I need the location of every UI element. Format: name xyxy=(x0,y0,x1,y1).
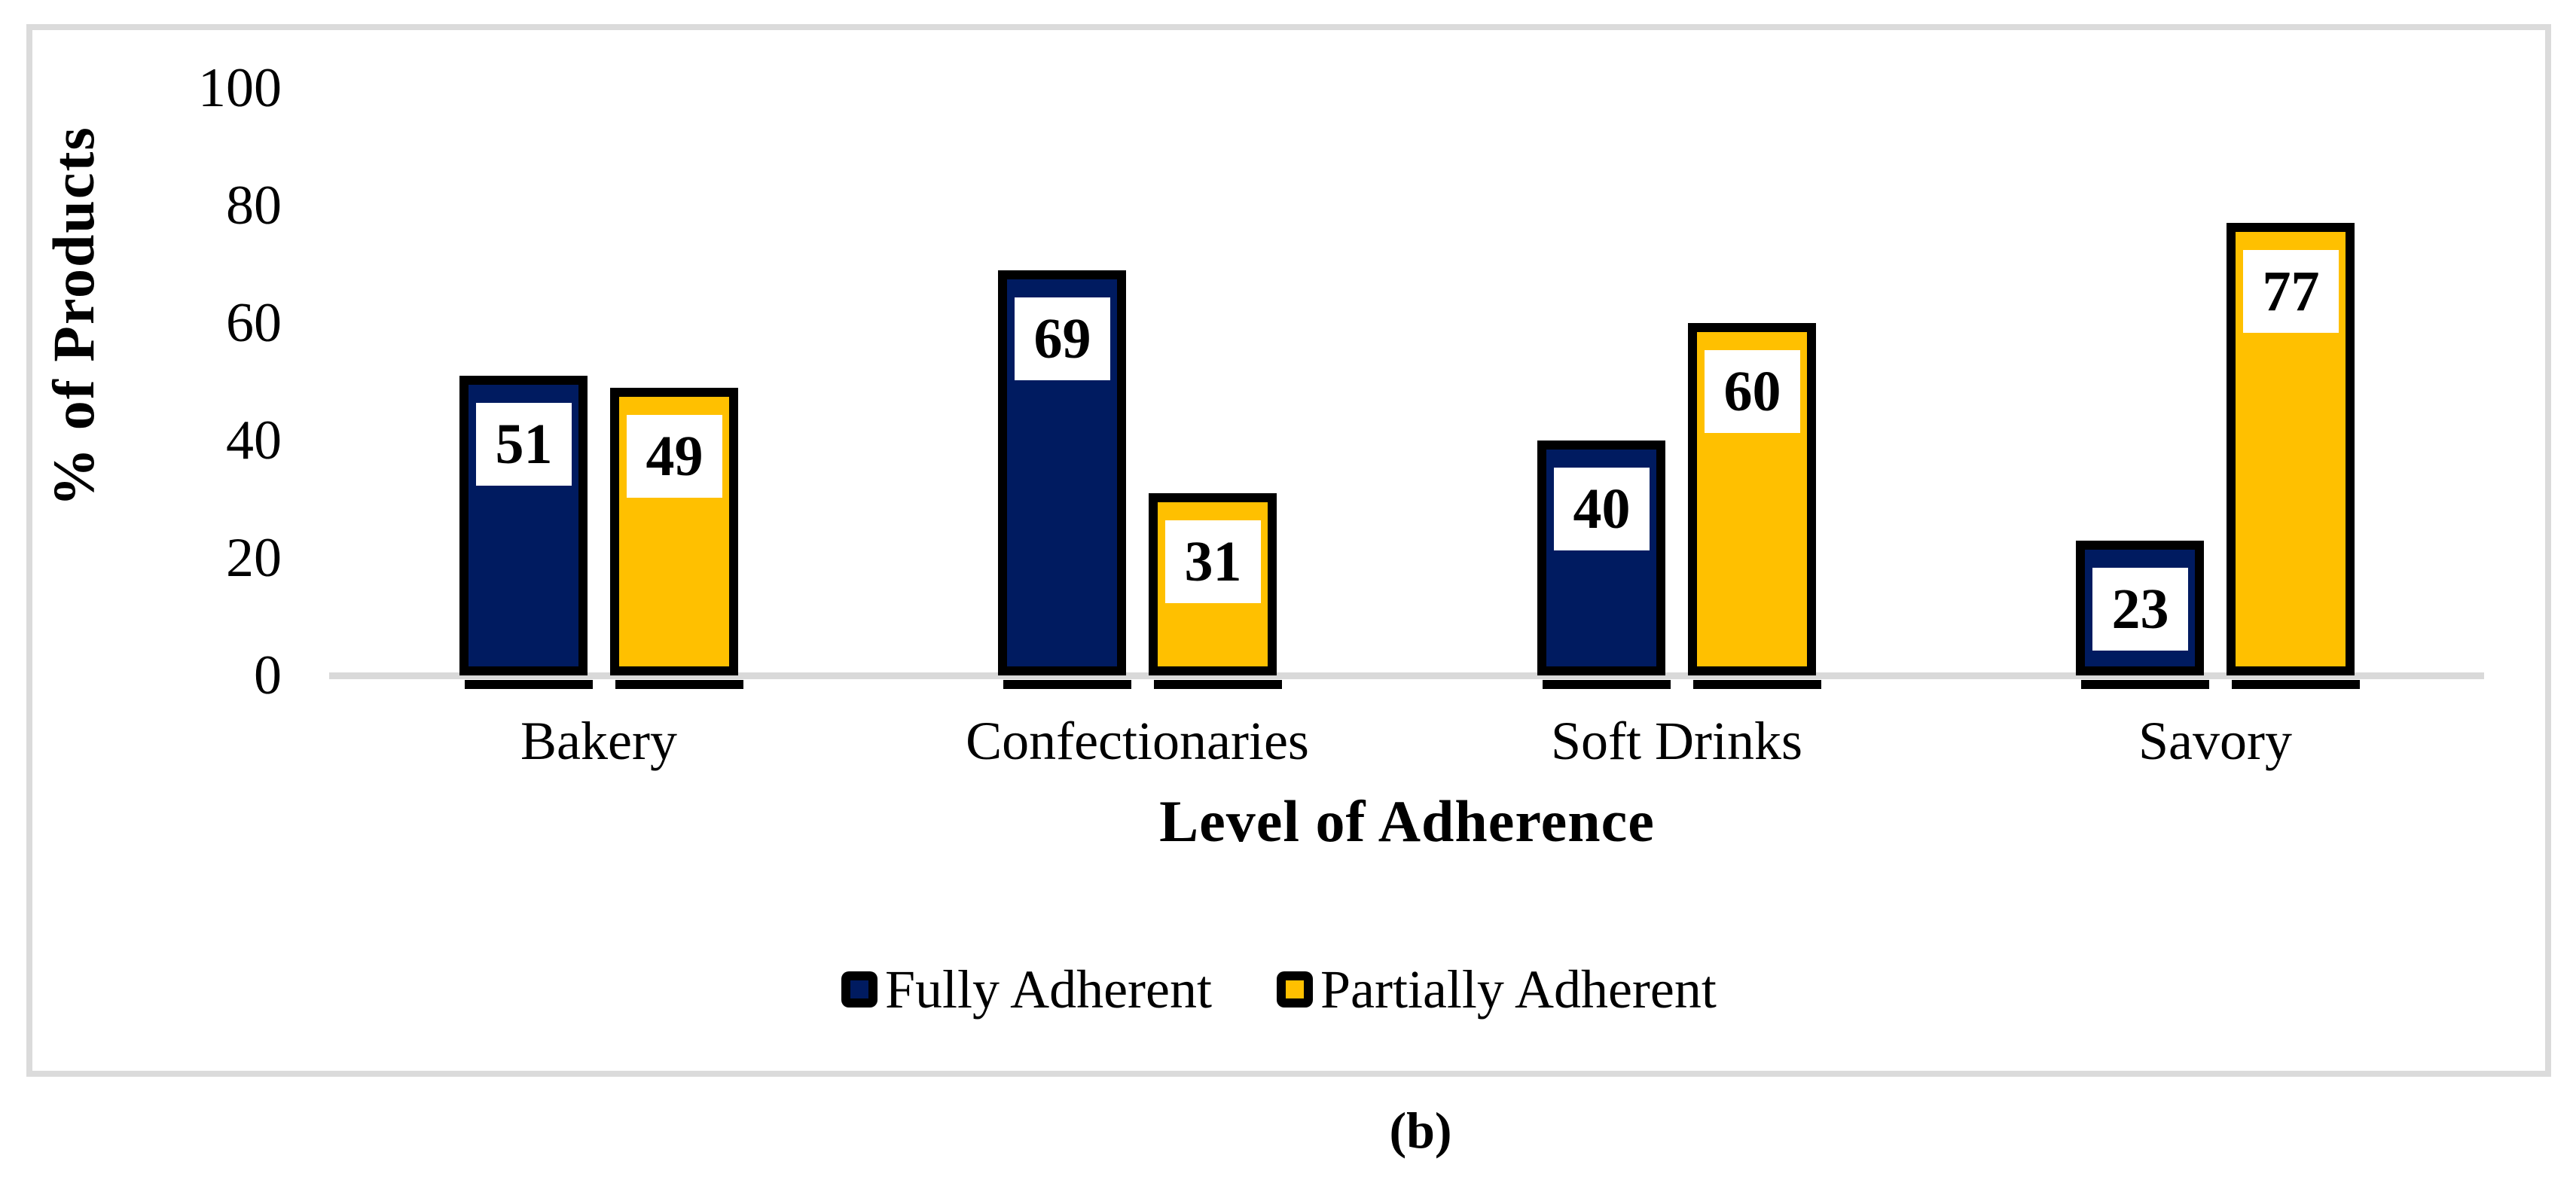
y-tick-label: 80 xyxy=(226,175,282,236)
legend-swatch-color xyxy=(1285,980,1304,998)
bar-shadow xyxy=(615,680,743,689)
chart-legend: Fully Adherent Partially Adherent xyxy=(841,958,1717,1021)
y-axis-title: % of Products xyxy=(41,126,106,507)
y-tick-label: 100 xyxy=(198,57,282,119)
figure-caption: (b) xyxy=(1389,1102,1452,1159)
bar-value-label: 49 xyxy=(627,415,722,498)
bar-value-label: 77 xyxy=(2243,250,2339,333)
bar-fully-adherent xyxy=(459,376,588,675)
bar-value-label: 51 xyxy=(476,403,572,486)
x-category-label: Confectionaries xyxy=(966,711,1309,771)
legend-swatch-icon xyxy=(1276,971,1313,1008)
x-axis-title: Level of Adherence xyxy=(1159,788,1655,854)
bar-shadow xyxy=(2232,680,2360,689)
legend-swatch-icon xyxy=(841,971,877,1008)
bar-value-label: 69 xyxy=(1015,297,1110,380)
legend-label: Partially Adherent xyxy=(1320,959,1717,1020)
x-axis-baseline xyxy=(329,672,2484,679)
legend-swatch-color xyxy=(850,980,868,998)
y-tick-label: 60 xyxy=(226,292,282,354)
x-category-label: Savory xyxy=(2138,711,2292,771)
x-category-label: Bakery xyxy=(520,711,677,771)
bar-shadow xyxy=(2081,680,2209,689)
bar-shadow xyxy=(1693,680,1821,689)
y-tick-label: 20 xyxy=(226,527,282,589)
bar-shadow xyxy=(1154,680,1282,689)
bar-value-label: 31 xyxy=(1165,520,1261,603)
bar-shadow xyxy=(465,680,593,689)
x-category-label: Soft Drinks xyxy=(1550,711,1803,771)
legend-item-fully-adherent: Fully Adherent xyxy=(841,958,1212,1021)
bar-value-label: 23 xyxy=(2092,568,2188,651)
y-tick-label: 40 xyxy=(226,410,282,471)
bar-shadow xyxy=(1003,680,1131,689)
legend-label: Fully Adherent xyxy=(885,959,1212,1020)
y-tick-label: 0 xyxy=(254,645,282,706)
bar-value-label: 60 xyxy=(1705,350,1800,433)
legend-item-partially-adherent: Partially Adherent xyxy=(1276,958,1717,1021)
bar-shadow xyxy=(1543,680,1671,689)
bar-value-label: 40 xyxy=(1554,468,1650,550)
